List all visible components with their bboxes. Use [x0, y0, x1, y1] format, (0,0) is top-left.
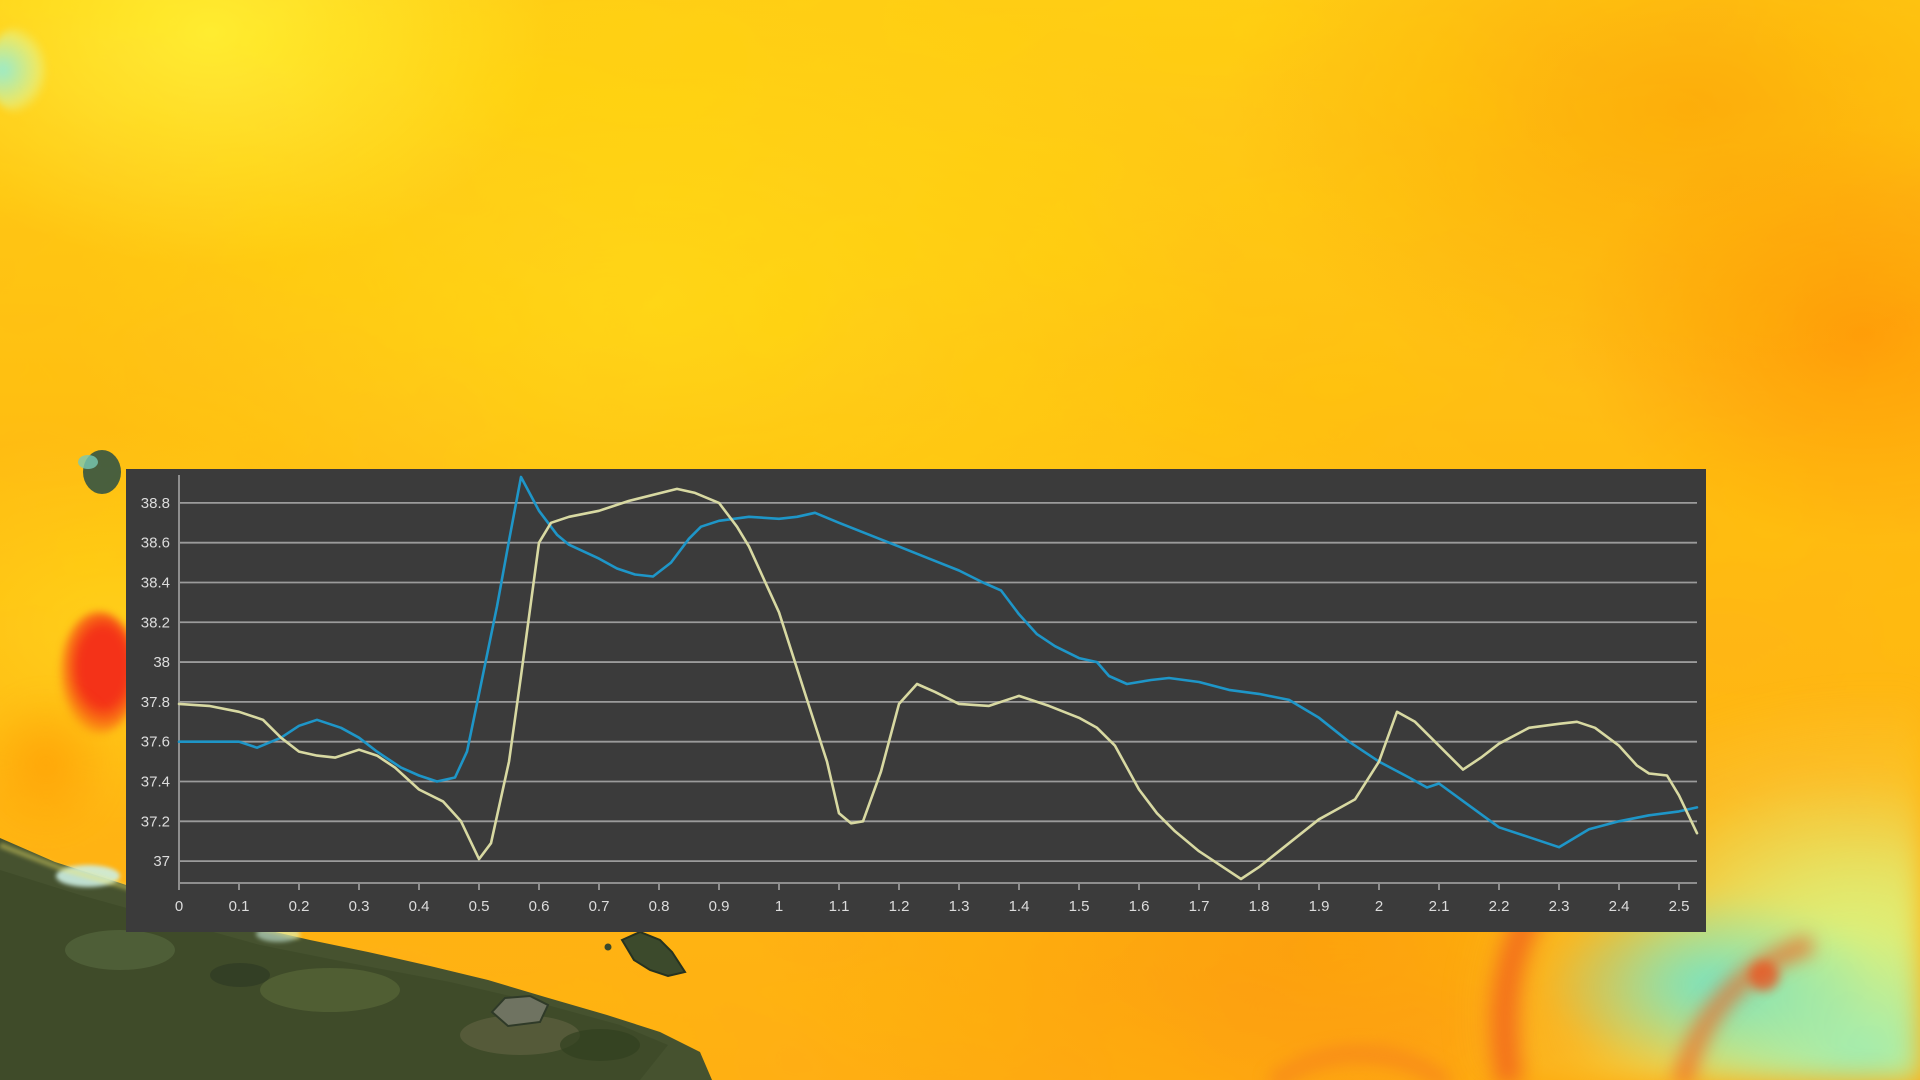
x-tick-label: 0.1: [229, 898, 250, 915]
x-tick-label: 1.9: [1309, 898, 1330, 915]
x-tick-label: 2: [1375, 898, 1383, 915]
island: [620, 930, 687, 978]
land-terrain: [460, 1015, 580, 1055]
land-terrain: [210, 963, 270, 987]
x-tick-label: 1.5: [1069, 898, 1090, 915]
x-tick-label: 0.4: [409, 898, 430, 915]
island: [490, 994, 550, 1028]
khaki-line-series: [177, 487, 1699, 881]
x-tick-label: 2.1: [1429, 898, 1450, 915]
y-tick-label: 37.8: [141, 694, 170, 711]
x-tick-label: 0.7: [589, 898, 610, 915]
x-tick-label: 1.1: [829, 898, 850, 915]
x-tick-label: 2.3: [1549, 898, 1570, 915]
x-tick-label: 0.2: [289, 898, 310, 915]
x-tick-label: 2.4: [1609, 898, 1630, 915]
warm-filament: [1266, 1045, 1454, 1080]
x-tick-label: 0.5: [469, 898, 490, 915]
islet: [604, 943, 612, 951]
y-tick-label: 37.6: [141, 734, 170, 751]
x-tick-label: 0: [175, 898, 183, 915]
y-tick-label: 38.4: [141, 574, 170, 591]
y-tick-label: 38: [153, 654, 170, 671]
x-tick-label: 1.3: [949, 898, 970, 915]
x-tick-label: 1.4: [1009, 898, 1030, 915]
cool-patch-top-left: [0, 28, 46, 112]
warm-filament: [1672, 934, 1815, 1080]
blue-line-series: [177, 475, 1699, 849]
x-tick-label: 1.8: [1249, 898, 1270, 915]
y-tick-label: 38.8: [141, 495, 170, 512]
x-tick-label: 2.2: [1489, 898, 1510, 915]
hot-spot-cool-region: [1749, 961, 1779, 991]
islet-shallows: [78, 455, 98, 469]
line-chart: 38.8 38.6 38.4 38.2 38 37.8 37.6 37.4 37.2 37 0 0.1…: [141, 475, 1699, 915]
land-vegetation: [65, 930, 175, 970]
land-vegetation: [260, 968, 400, 1012]
x-tick-label: 0.8: [649, 898, 670, 915]
timeseries-chart-panel: 38.8 38.6 38.4 38.2 38 37.8 37.6 37.4 37.2 37 0 0.1…: [126, 469, 1706, 932]
x-tick-label: 1.7: [1189, 898, 1210, 915]
x-tick-label: 0.3: [349, 898, 370, 915]
x-tick-label: 0.9: [709, 898, 730, 915]
warm-patch-left: [0, 688, 116, 838]
x-tick-label: 2.5: [1669, 898, 1690, 915]
y-tick-label: 38.6: [141, 535, 170, 552]
x-tick-label: 1.2: [889, 898, 910, 915]
x-tick-label: 1: [775, 898, 783, 915]
coastal-shallows: [56, 865, 120, 887]
x-tick-label: 1.6: [1129, 898, 1150, 915]
y-tick-label: 37.4: [141, 773, 170, 790]
x-tick-label: 0.6: [529, 898, 550, 915]
land-terrain: [560, 1029, 640, 1061]
y-tick-label: 37.2: [141, 813, 170, 830]
y-tick-label: 37: [153, 853, 170, 870]
y-tick-label: 38.2: [141, 614, 170, 631]
